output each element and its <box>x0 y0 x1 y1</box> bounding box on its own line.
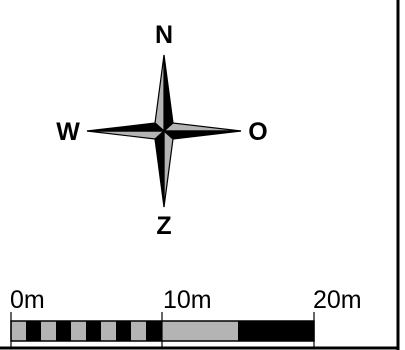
scale-label-10: 10m <box>163 286 212 314</box>
compass-east-dark <box>162 130 242 140</box>
compass-south-dark <box>154 129 165 208</box>
compass-north-light <box>154 54 165 133</box>
compass-label-west: W <box>56 118 80 146</box>
compass-label-north: N <box>155 21 173 49</box>
scale-segment <box>101 321 116 341</box>
scale-segment <box>131 321 146 341</box>
scale-label-0: 0m <box>10 286 45 314</box>
compass-south-light <box>163 129 174 208</box>
compass-west-dark <box>86 122 166 132</box>
compass-west-light <box>86 130 166 140</box>
scale-segment <box>238 321 314 341</box>
scale-segment <box>41 321 56 341</box>
compass-rose-icon <box>86 54 242 208</box>
scale-segment <box>146 321 162 341</box>
scale-segment <box>26 321 41 341</box>
scale-segment <box>86 321 101 341</box>
scale-label-20: 20m <box>313 286 362 314</box>
compass-label-south: Z <box>156 212 171 240</box>
scale-bar <box>10 312 315 348</box>
compass-label-east: O <box>248 118 267 146</box>
compass-north-dark <box>163 54 174 133</box>
compass-east-light <box>162 122 242 132</box>
scale-segment <box>162 321 238 341</box>
scale-segment <box>11 321 26 341</box>
scale-segment <box>116 321 131 341</box>
scale-segment <box>71 321 86 341</box>
scale-segment <box>56 321 71 341</box>
